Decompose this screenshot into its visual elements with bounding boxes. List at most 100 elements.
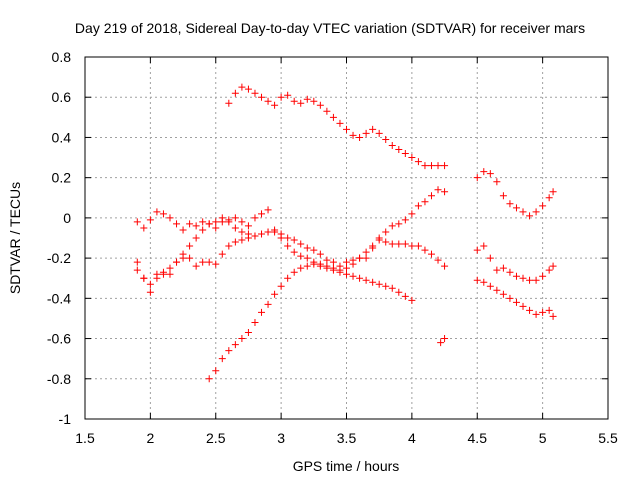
data-point <box>343 125 350 133</box>
data-point <box>375 280 383 288</box>
data-point <box>297 240 305 248</box>
data-point <box>251 214 259 222</box>
data-point <box>499 264 507 272</box>
data-point <box>519 208 527 216</box>
data-point <box>179 226 187 234</box>
data-point <box>532 276 540 284</box>
data-point <box>284 234 292 242</box>
data-point <box>140 224 148 232</box>
data-point <box>258 93 266 101</box>
data-point <box>375 129 383 137</box>
data-point <box>356 254 364 262</box>
data-point <box>526 306 534 314</box>
data-point <box>159 210 167 218</box>
data-point <box>329 113 337 121</box>
data-point <box>356 274 364 282</box>
data-point <box>519 302 527 310</box>
data-point <box>192 262 200 270</box>
x-tick-label: 4.5 <box>468 430 488 446</box>
y-axis-label: SDTVAR / TECUs <box>7 182 23 294</box>
data-point <box>369 242 377 250</box>
data-point <box>199 226 207 234</box>
data-point <box>271 290 279 298</box>
data-point <box>480 278 488 286</box>
data-marks <box>133 83 557 383</box>
x-tick-label: 2.5 <box>206 430 226 446</box>
data-point <box>532 208 540 216</box>
data-point <box>382 228 390 236</box>
data-point <box>549 312 557 320</box>
data-point <box>316 101 324 109</box>
data-point <box>238 83 246 91</box>
data-point <box>303 244 311 252</box>
data-point <box>421 246 429 254</box>
data-point <box>284 274 292 282</box>
data-point <box>297 99 305 107</box>
data-point <box>303 254 311 262</box>
data-point <box>186 242 194 250</box>
data-point <box>146 280 154 288</box>
y-tick-label: -0.4 <box>47 290 71 306</box>
data-point <box>545 194 553 202</box>
data-point <box>290 236 298 244</box>
data-point <box>473 174 481 182</box>
data-point <box>401 216 409 224</box>
series-track-f <box>437 335 449 347</box>
data-point <box>329 258 337 266</box>
series-track-i <box>473 276 557 320</box>
data-point <box>480 242 488 250</box>
data-point <box>192 222 200 230</box>
data-point <box>441 262 449 270</box>
data-point <box>231 341 239 349</box>
data-point <box>434 162 442 170</box>
data-point <box>205 258 213 266</box>
y-tick-label: -0.2 <box>47 250 71 266</box>
data-point <box>486 170 494 178</box>
data-point <box>284 91 292 99</box>
x-tick-label: 3 <box>277 430 285 446</box>
data-point <box>480 168 488 176</box>
data-point <box>173 258 181 266</box>
data-point <box>212 218 220 226</box>
data-point <box>179 254 187 262</box>
data-point <box>244 329 252 337</box>
data-point <box>441 335 449 343</box>
data-point <box>506 200 514 208</box>
data-point <box>343 270 350 278</box>
data-point <box>140 274 148 282</box>
data-point <box>336 119 344 127</box>
data-point <box>264 97 272 105</box>
series-track-h <box>473 242 557 284</box>
data-point <box>427 192 435 200</box>
data-point <box>343 264 350 272</box>
data-point <box>362 276 370 284</box>
data-point <box>382 238 390 246</box>
data-point <box>427 250 435 258</box>
data-point <box>493 286 501 294</box>
data-point <box>395 220 403 228</box>
data-point <box>369 125 377 133</box>
data-point <box>382 135 390 143</box>
data-point <box>388 141 396 149</box>
chart-title: Day 219 of 2018, Sidereal Day-to-day VTE… <box>75 20 585 36</box>
data-point <box>382 282 390 290</box>
data-point <box>421 162 429 170</box>
data-point <box>349 260 357 268</box>
data-point <box>316 250 324 258</box>
data-point <box>395 240 403 248</box>
data-point <box>271 226 279 234</box>
y-tick-label: -1 <box>59 411 72 427</box>
data-point <box>297 252 305 260</box>
data-point <box>212 224 220 232</box>
data-point <box>526 212 534 220</box>
data-point <box>231 214 239 222</box>
data-point <box>264 206 272 214</box>
y-tick-label: 0.2 <box>52 170 72 186</box>
data-point <box>369 278 377 286</box>
x-tick-label: 2 <box>146 430 154 446</box>
data-point <box>532 310 540 318</box>
data-point <box>310 246 318 254</box>
data-point <box>473 276 481 284</box>
data-point <box>271 101 279 109</box>
data-point <box>199 258 207 266</box>
